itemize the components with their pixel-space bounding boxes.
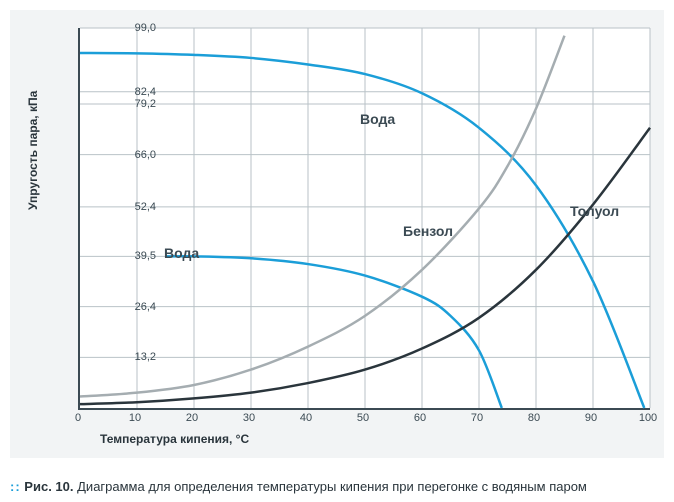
- x-tick-label: 50: [357, 412, 369, 424]
- x-axis-label: Температура кипения, °C: [100, 432, 249, 446]
- series-label-water-2: Вода: [164, 245, 199, 261]
- x-tick-label: 60: [414, 412, 426, 424]
- y-tick-label: 52,4: [66, 201, 156, 213]
- y-tick-label: 26,4: [66, 301, 156, 313]
- y-axis-label: Упругость пара, кПа: [26, 91, 40, 210]
- curve-water2: [166, 256, 502, 408]
- y-tick-label: 82,4: [66, 86, 156, 98]
- gridlines: [80, 28, 650, 408]
- plot-area: Вода Вода Бензол Толуол: [78, 28, 650, 410]
- caption-text: Диаграмма для определения температуры ки…: [77, 479, 587, 494]
- x-tick-label: 70: [471, 412, 483, 424]
- caption-dots-icon: ::: [10, 479, 21, 494]
- x-tick-label: 80: [528, 412, 540, 424]
- x-tick-label: 40: [300, 412, 312, 424]
- y-tick-label: 39,5: [66, 250, 156, 262]
- x-tick-label: 30: [243, 412, 255, 424]
- x-tick-label: 0: [75, 412, 81, 424]
- y-tick-label: 79,2: [66, 98, 156, 110]
- caption-figure-label: Рис. 10.: [24, 479, 73, 494]
- y-tick-label: 66,0: [66, 149, 156, 161]
- curve-water1: [80, 53, 644, 408]
- series-label-toluol: Толуол: [570, 203, 619, 219]
- y-tick-label: 99,0: [66, 22, 156, 34]
- figure-caption: :: Рис. 10. Диаграмма для определения те…: [10, 479, 664, 494]
- chart-frame: Упругость пара, кПа Температура кипения,…: [10, 10, 664, 458]
- series-label-benzol: Бензол: [403, 223, 453, 239]
- x-tick-label: 10: [129, 412, 141, 424]
- x-tick-label: 90: [585, 412, 597, 424]
- plot-svg: [80, 28, 650, 408]
- x-tick-label: 20: [186, 412, 198, 424]
- figure-container: Упругость пара, кПа Температура кипения,…: [0, 0, 674, 502]
- series-label-water-1: Вода: [360, 111, 395, 127]
- y-tick-label: 13,2: [66, 351, 156, 363]
- x-tick-label: 100: [639, 412, 657, 424]
